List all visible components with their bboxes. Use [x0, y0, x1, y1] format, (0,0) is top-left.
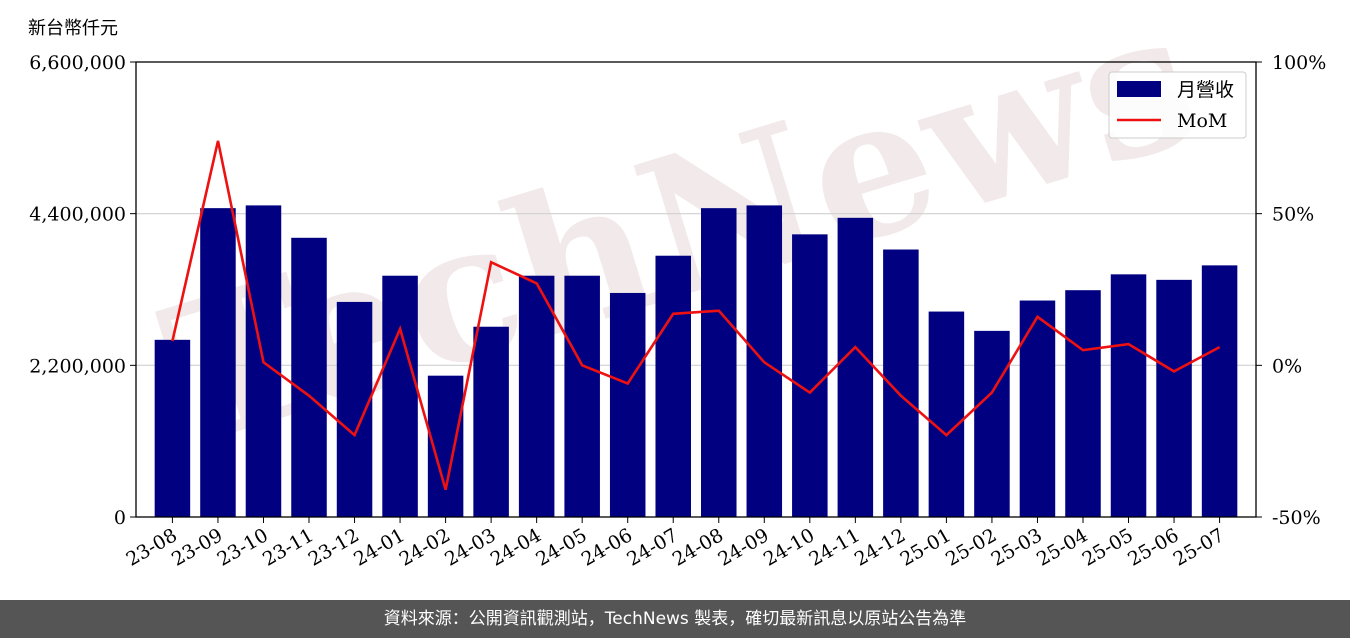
right-axis: -50% 0% 50% 100% — [1256, 52, 1326, 529]
x-tick-label: 24-01 — [350, 524, 408, 570]
left-tick-label: 0 — [114, 507, 126, 529]
x-tick-label: 23-11 — [259, 524, 317, 570]
legend: 月營收 MoM — [1108, 71, 1247, 139]
x-tick-label: 24-10 — [760, 524, 818, 570]
legend-label-revenue: 月營收 — [1177, 79, 1234, 101]
x-tick-label: 23-09 — [168, 524, 226, 570]
source-footer: 資料來源：公開資訊觀測站，TechNews 製表，確切最新訊息以原站公告為準 — [0, 600, 1350, 638]
revenue-bar — [1065, 290, 1101, 517]
x-tick-label: 25-07 — [1170, 524, 1228, 570]
revenue-bar — [974, 330, 1010, 517]
x-tick-label: 25-02 — [942, 524, 1000, 570]
x-tick-label: 25-05 — [1079, 524, 1137, 570]
x-tick-label: 23-08 — [122, 524, 180, 570]
x-tick-label: 24-06 — [578, 524, 636, 570]
x-axis: 23-0823-0923-1023-1123-1224-0124-0224-03… — [122, 517, 1228, 571]
left-tick-label: 6,600,000 — [29, 52, 126, 74]
revenue-bar — [336, 301, 373, 517]
left-tick-label: 2,200,000 — [29, 355, 126, 377]
revenue-bar — [837, 217, 874, 517]
revenue-bar — [382, 275, 418, 517]
right-tick-label: 50% — [1272, 204, 1314, 226]
x-tick-label: 25-06 — [1124, 524, 1182, 570]
revenue-bar — [655, 255, 691, 517]
revenue-bar — [928, 311, 965, 517]
right-tick-label: 100% — [1272, 52, 1326, 74]
revenue-bar — [1201, 265, 1238, 517]
chart: TechNews 新台幣仟元 0 2,200,000 4,400,000 6,600,… — [28, 0, 1326, 571]
x-tick-label: 24-03 — [441, 524, 499, 570]
revenue-bar — [1156, 279, 1192, 517]
x-tick-label: 23-10 — [214, 524, 272, 570]
revenue-bar — [154, 339, 191, 517]
revenue-bar — [609, 292, 646, 517]
mom-line-path — [171, 140, 1221, 491]
mom-line — [171, 140, 1221, 491]
revenue-bar — [701, 208, 737, 517]
x-tick-label: 24-02 — [396, 524, 454, 570]
legend-swatch-revenue — [1117, 81, 1161, 97]
x-tick-label: 24-07 — [623, 524, 681, 570]
x-tick-label: 25-01 — [896, 524, 954, 570]
x-tick-label: 25-04 — [1033, 524, 1091, 570]
x-tick-label: 25-03 — [988, 524, 1046, 570]
revenue-bar — [200, 208, 236, 517]
x-tick-label: 24-08 — [669, 524, 727, 570]
x-tick-label: 24-12 — [851, 524, 909, 570]
revenue-bar — [473, 326, 509, 517]
plot-frame — [135, 61, 1257, 518]
revenue-bar — [1110, 274, 1147, 517]
x-tick-label: 24-04 — [487, 524, 545, 570]
left-axis: 0 2,200,000 4,400,000 6,600,000 — [29, 52, 136, 529]
revenue-bar — [291, 237, 327, 517]
chart-svg: TechNews 新台幣仟元 02,200,0004,400,0006,600,… — [28, 0, 1326, 571]
x-tick-label: 24-09 — [714, 524, 772, 570]
unit-label: 新台幣仟元 — [28, 18, 118, 39]
right-tick-label: 0% — [1272, 355, 1302, 377]
legend-label-mom: MoM — [1177, 110, 1227, 132]
revenue-bar — [792, 234, 828, 517]
revenue-bar — [1019, 300, 1056, 517]
revenue-bar — [564, 275, 600, 517]
revenue-bar — [518, 275, 555, 517]
x-tick-label: 23-12 — [305, 524, 363, 570]
left-tick-label: 4,400,000 — [29, 204, 126, 226]
right-tick-label: -50% — [1272, 507, 1321, 529]
x-tick-label: 24-05 — [532, 524, 590, 570]
x-tick-label: 24-11 — [805, 524, 863, 570]
